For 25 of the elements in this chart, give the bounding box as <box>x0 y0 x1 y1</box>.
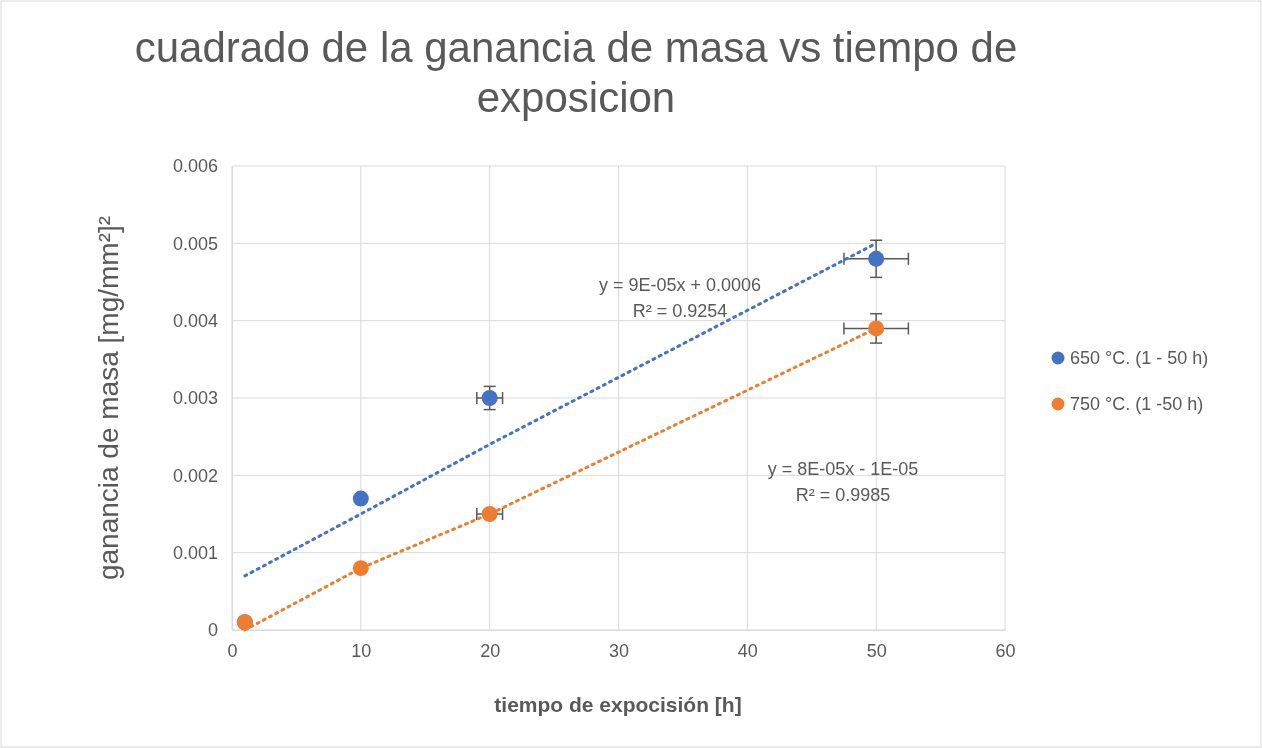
annotation: y = 9E-05x + 0.0006 R² = 0.9254 <box>598 275 762 321</box>
point <box>352 490 369 507</box>
x-tick-label: 20 <box>480 640 501 661</box>
legend-label: 650 °C. (1 - 50 h) <box>1070 348 1209 368</box>
annotation: y = 8E-05x - 1E-05 R² = 0.9985 <box>767 459 919 505</box>
point <box>868 250 885 267</box>
y-tick-label: 0 <box>207 620 218 641</box>
point <box>868 320 885 337</box>
chart-title: cuadrado de la ganancia de masa vs tiempo de exposicion <box>134 24 1018 121</box>
x-tick-label: 10 <box>351 640 372 661</box>
x-tick-label: 0 <box>227 640 238 661</box>
y-axis-title: ganancia de masa [mg/mm²]² <box>93 215 124 581</box>
x-axis-title: tiempo de expocisión [h] <box>494 693 742 716</box>
point <box>481 390 498 406</box>
legend-label: 750 °C. (1 -50 h) <box>1070 394 1204 414</box>
x-tick-label: 40 <box>737 640 758 661</box>
x-tick-label: 30 <box>608 640 630 661</box>
x-tick-label: 50 <box>866 640 887 661</box>
y-tick-label: 0.002 <box>172 465 218 486</box>
y-tick-label: 0.006 <box>172 156 218 177</box>
y-tick-label: 0.003 <box>172 388 218 409</box>
y-tick-label: 0.004 <box>172 310 218 331</box>
x-tick-label: 60 <box>995 640 1016 661</box>
y-tick-label: 0.001 <box>172 542 218 563</box>
y-tick-label: 0.005 <box>172 233 218 254</box>
